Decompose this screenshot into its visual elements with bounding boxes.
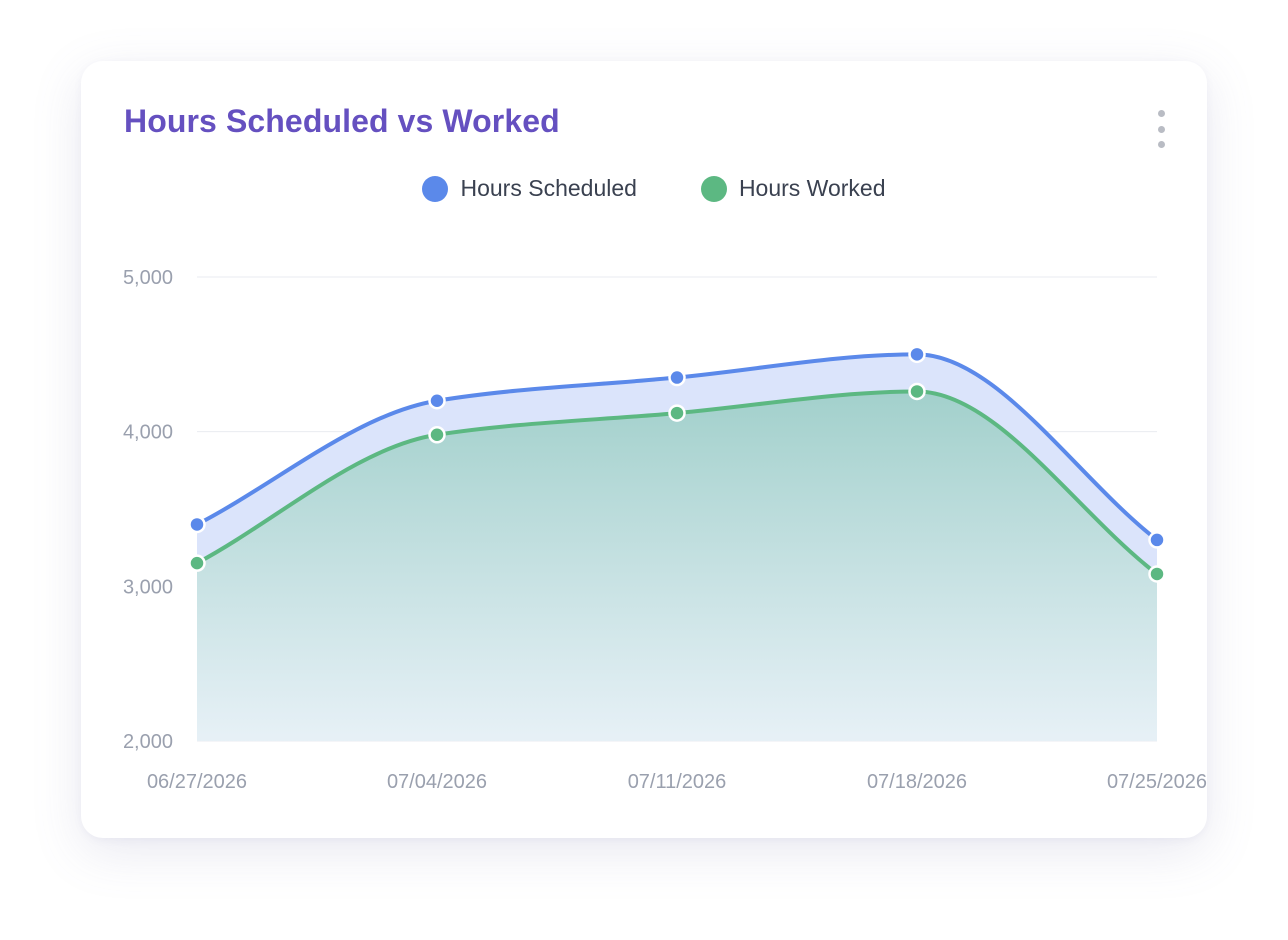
point-hours-worked: [908, 382, 926, 401]
x-tick-label: 07/25/2026: [1107, 771, 1207, 793]
point-hours-scheduled: [908, 345, 926, 364]
menu-dot: [1157, 110, 1165, 117]
legend-item-hours-worked[interactable]: Hours Worked: [700, 175, 886, 202]
point-hours-worked: [668, 404, 686, 422]
more-vertical-icon[interactable]: [1151, 107, 1171, 151]
point-hours-worked: [188, 554, 206, 572]
menu-dot: [1157, 125, 1165, 133]
chart-title: Hours Scheduled vs Worked: [124, 103, 560, 139]
legend-marker-hours-worked: [700, 175, 727, 202]
x-tick-label: 07/04/2026: [387, 771, 487, 793]
point-hours-scheduled: [188, 515, 206, 534]
point-hours-worked: [1148, 565, 1166, 583]
chart-legend: Hours Scheduled Hours Worked: [81, 175, 1207, 202]
x-tick-label: 07/18/2026: [867, 771, 967, 793]
x-tick-label: 07/11/2026: [628, 771, 727, 793]
legend-item-hours-scheduled[interactable]: Hours Scheduled: [422, 175, 637, 202]
y-tick-label: 4,000: [123, 422, 173, 444]
chart-card: Hours Scheduled vs Worked Hours Schedule…: [81, 61, 1207, 838]
point-hours-scheduled: [668, 368, 686, 387]
y-tick-label: 5,000: [123, 267, 173, 289]
menu-dot: [1157, 141, 1165, 148]
y-tick-label: 2,000: [123, 731, 173, 753]
point-hours-scheduled: [428, 391, 446, 410]
chart-plot-area: 2,000 3,000 4,000 5,000 06/27/2026 07/04/2026…: [123, 267, 1207, 793]
legend-label: Hours Worked: [738, 175, 886, 201]
x-tick-label: 06/27/2026: [147, 771, 247, 793]
area-hours-worked: [197, 391, 1157, 741]
legend-marker-hours-scheduled: [422, 175, 449, 202]
legend-label: Hours Scheduled: [460, 175, 637, 201]
y-tick-label: 3,000: [123, 576, 173, 598]
point-hours-worked: [428, 426, 446, 444]
point-hours-scheduled: [1148, 531, 1166, 549]
